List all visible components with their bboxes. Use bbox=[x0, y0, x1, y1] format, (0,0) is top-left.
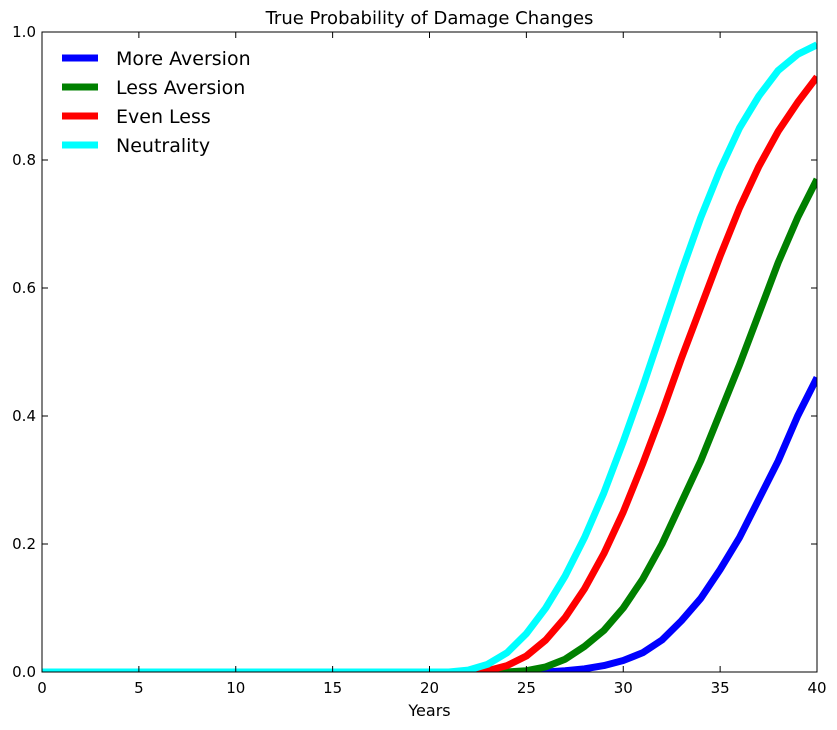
plot-frame bbox=[41, 31, 818, 673]
x-tick-label: 35 bbox=[711, 679, 730, 697]
x-axis-label: Years bbox=[407, 701, 450, 720]
y-tick-label: 0.2 bbox=[12, 535, 36, 553]
x-tick-label: 0 bbox=[37, 679, 47, 697]
x-tick-label: 5 bbox=[134, 679, 144, 697]
x-tick-label: 10 bbox=[226, 679, 245, 697]
x-tick-label: 15 bbox=[323, 679, 342, 697]
x-tick-label: 30 bbox=[614, 679, 633, 697]
legend-item: Neutrality bbox=[62, 135, 210, 157]
legend-label: More Aversion bbox=[116, 48, 251, 70]
x-tick-label: 20 bbox=[420, 679, 439, 697]
legend-item: More Aversion bbox=[62, 48, 251, 70]
y-tick-label: 0.8 bbox=[12, 151, 36, 169]
legend-item: Less Aversion bbox=[62, 77, 245, 99]
legend: More Aversion Less Aversion Even Less Neutr… bbox=[62, 48, 251, 157]
legend-item: Even Less bbox=[62, 106, 211, 128]
y-tick-label: 0.6 bbox=[12, 279, 36, 297]
chart-title: True Probability of Damage Changes bbox=[265, 8, 594, 29]
y-tick-label: 0.4 bbox=[12, 407, 36, 425]
y-tick-label: 0.0 bbox=[12, 663, 36, 681]
y-tick-label: 1.0 bbox=[12, 23, 36, 41]
series-line-neutrality bbox=[42, 41, 817, 672]
legend-label: Neutrality bbox=[116, 135, 210, 157]
plot-area: 0 5 10 15 20 25 30 35 40 0.0 0.2 0.4 0.6 0.8 1.0 bbox=[12, 23, 826, 697]
x-tick-label: 40 bbox=[807, 679, 826, 697]
legend-label: Even Less bbox=[116, 106, 211, 128]
legend-label: Less Aversion bbox=[116, 77, 245, 99]
series-line-even-less bbox=[42, 74, 817, 672]
series-line-more-aversion bbox=[42, 376, 817, 672]
x-tick-label: 25 bbox=[517, 679, 536, 697]
